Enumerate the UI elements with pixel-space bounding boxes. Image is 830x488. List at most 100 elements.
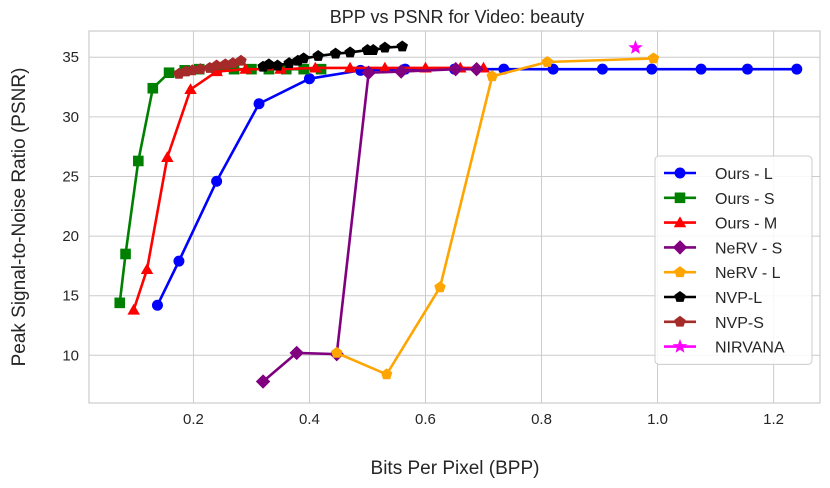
data-point [235,54,247,66]
data-point [303,73,315,85]
data-point [329,47,342,59]
data-point [344,46,356,58]
legend-item: NVP-S [664,315,764,332]
series-line [118,67,322,304]
legend-marker [672,338,688,353]
x-tick-label: 1.0 [647,411,668,428]
legend-item: NeRV - L [664,265,781,282]
data-point [140,263,154,275]
legend-item: Ours - M [664,216,777,233]
data-point [486,70,498,82]
data-point [469,61,484,77]
legend-marker [674,266,686,278]
data-point [541,55,554,67]
data-point [184,83,197,95]
data-point [297,52,310,64]
legend-item: Ours - L [664,166,773,183]
data-point [210,59,223,71]
data-point [120,248,131,260]
data-point [151,299,163,311]
data-point [253,98,265,110]
legend-marker [674,290,686,302]
series-nirvana [628,40,643,54]
legend-item: Ours - S [664,191,775,208]
legend-marker [674,315,686,327]
x-tick-labels: 0.2 0.4 0.6 0.8 1.0 1.2 [183,411,784,428]
data-point [396,40,409,52]
data-point [114,297,126,309]
x-tick-label: 0.4 [299,411,320,428]
legend-label: Ours - L [715,166,773,183]
data-point [393,64,409,79]
legend-marker [673,216,687,228]
data-point [133,155,144,167]
series-line [336,57,654,376]
series-nerv-s [255,61,484,389]
chart-title: BPP vs PSNR for Video: beauty [330,7,584,27]
y-tick-label: 30 [62,109,79,126]
y-tick-label: 20 [62,228,79,245]
y-tick-labels: 10 15 20 25 30 35 [62,49,79,364]
legend: Ours - L Ours - S Ours - M NeRV - S NeRV - L… [654,155,813,365]
data-point [210,65,223,77]
data-point [361,65,376,80]
data-point [343,61,357,73]
y-tick-label: 35 [62,49,79,66]
data-point [380,368,393,380]
legend-marker [672,240,688,255]
legend-label: NeRV - L [715,265,781,282]
legend-box [654,155,813,365]
legend-marker [674,192,686,204]
legend-label: Ours - M [715,216,777,233]
legend-label: NeRV - S [715,240,782,257]
data-point [741,63,753,75]
data-point [289,345,304,361]
data-point [312,50,324,61]
legend-label: NIRVANA [715,340,785,357]
data-point [646,63,658,75]
data-point [791,63,803,75]
x-tick-label: 0.8 [531,411,552,428]
data-point [263,58,275,70]
data-point [596,63,608,75]
series-line [132,66,484,311]
legend-marker [674,167,686,179]
data-point [309,61,322,73]
data-point [628,40,643,54]
legend-label: NVP-L [715,290,762,307]
legend-item: NIRVANA [664,338,785,357]
x-tick-label: 0.2 [183,411,204,428]
data-point [448,61,463,77]
x-tick-label: 0.6 [415,411,436,428]
y-tick-label: 10 [62,347,79,364]
data-point [434,281,446,293]
legend-item: NVP-L [664,290,762,307]
data-point [379,41,391,53]
data-point [211,175,223,187]
series-nerv-l [331,52,660,380]
data-point [173,255,185,267]
series-layer [114,40,803,389]
series-nvp-s [173,54,247,79]
legend-label: NVP-S [715,315,764,332]
data-point [147,82,159,94]
data-point [127,303,140,315]
x-tick-label: 1.2 [763,411,784,428]
series-line [262,67,477,383]
y-tick-label: 15 [62,288,79,305]
data-point [647,52,660,64]
data-point [271,59,284,71]
y-tick-label: 25 [62,168,79,185]
data-point [161,151,174,162]
series-ours-m [127,61,490,315]
data-point [695,63,707,75]
x-axis-label: Bits Per Pixel (BPP) [371,458,540,479]
y-axis-label: Peak Signal-to-Noise Ratio (PSNR) [9,68,30,367]
data-point [367,44,379,55]
data-point [239,62,252,74]
plot-frame [88,30,821,404]
data-point [163,67,175,79]
data-point [255,374,271,389]
legend-item: NeRV - S [664,240,782,257]
